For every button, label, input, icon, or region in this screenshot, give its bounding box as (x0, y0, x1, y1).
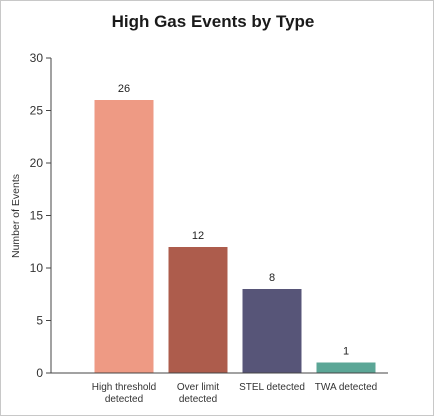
y-tick-label: 5 (36, 314, 43, 328)
bar-value-label: 12 (192, 230, 204, 242)
x-category-label: High threshold (92, 382, 156, 393)
bars-group: 26 12 8 1 (94, 83, 376, 373)
y-tick-label: 25 (30, 104, 44, 118)
y-tick-label: 0 (36, 366, 43, 380)
y-tick-label: 15 (30, 209, 44, 223)
y-axis: 0 5 10 15 20 25 30 (30, 51, 52, 380)
chart-title: High Gas Events by Type (112, 12, 315, 31)
bar (242, 289, 302, 373)
bar-value-label: 26 (118, 83, 130, 95)
y-tick-label: 20 (30, 156, 44, 170)
x-category-label: detected (105, 394, 143, 405)
y-tick-label: 30 (30, 51, 44, 65)
bar (168, 247, 228, 373)
y-axis-title: Number of Events (10, 174, 22, 258)
bar-value-label: 8 (269, 272, 275, 284)
bar (316, 362, 376, 373)
y-tick-label: 10 (30, 261, 44, 275)
x-category-label: Over limit (177, 382, 219, 393)
bar-value-label: 1 (343, 346, 349, 358)
x-category-label: detected (179, 394, 217, 405)
x-category-label: STEL detected (239, 382, 305, 393)
bar (94, 100, 154, 373)
x-category-label: TWA detected (315, 382, 377, 393)
